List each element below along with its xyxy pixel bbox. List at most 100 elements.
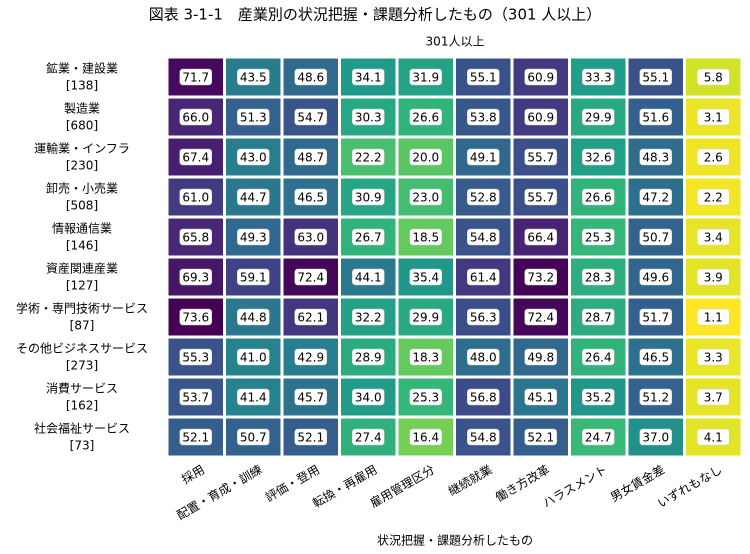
value-label: 46.5 — [297, 191, 324, 205]
value-label-box — [697, 388, 730, 406]
value-label-box — [467, 388, 500, 406]
value-label: 56.3 — [470, 311, 497, 325]
value-label-box — [582, 388, 615, 406]
value-label-box — [237, 68, 270, 86]
value-label-box — [409, 388, 442, 406]
value-label: 63.0 — [297, 231, 324, 245]
value-label: 35.2 — [585, 391, 612, 405]
value-label-box — [639, 268, 672, 286]
value-label-box — [582, 108, 615, 126]
column-label: ハラスメント — [540, 463, 609, 511]
value-label-box — [179, 228, 212, 246]
value-label-box — [639, 228, 672, 246]
value-label-box — [179, 308, 212, 326]
value-label-box — [697, 188, 730, 206]
value-label-box — [697, 148, 730, 166]
value-label-box — [467, 228, 500, 246]
value-label: 55.1 — [470, 71, 497, 85]
value-label: 44.8 — [240, 311, 267, 325]
value-label: 51.3 — [240, 111, 267, 125]
value-label-box — [409, 428, 442, 446]
value-label: 3.3 — [704, 351, 723, 365]
value-label-box — [582, 428, 615, 446]
value-label: 52.1 — [527, 431, 554, 445]
value-label: 62.1 — [297, 311, 324, 325]
heatmap-cell — [280, 335, 341, 379]
value-label: 52.1 — [182, 431, 209, 445]
value-label-box — [697, 108, 730, 126]
value-label-box — [697, 308, 730, 326]
value-label-box — [697, 68, 730, 86]
value-label: 3.4 — [704, 231, 723, 245]
value-label-box — [294, 388, 327, 406]
value-label-box — [639, 428, 672, 446]
value-label: 41.0 — [240, 351, 267, 365]
value-label: 51.2 — [642, 391, 669, 405]
value-label: 66.0 — [182, 111, 209, 125]
value-label: 52.8 — [470, 191, 497, 205]
value-label: 37.0 — [642, 431, 669, 445]
value-label-box — [294, 428, 327, 446]
value-label-box — [467, 348, 500, 366]
row-label: 鉱業・建設業 — [46, 61, 118, 76]
value-label: 32.2 — [355, 311, 382, 325]
value-label-box — [294, 308, 327, 326]
value-label-box — [524, 388, 557, 406]
value-label-box — [237, 428, 270, 446]
value-label: 55.7 — [527, 151, 554, 165]
row-count: [73] — [70, 439, 95, 453]
value-label-box — [524, 148, 557, 166]
value-label-box — [294, 148, 327, 166]
value-label: 66.4 — [527, 231, 554, 245]
value-label: 41.4 — [240, 391, 267, 405]
value-label: 3.9 — [704, 271, 723, 285]
value-label: 25.3 — [412, 391, 439, 405]
value-label: 2.6 — [704, 151, 723, 165]
value-label-box — [237, 388, 270, 406]
value-label: 50.7 — [240, 431, 267, 445]
value-label-box — [294, 228, 327, 246]
value-label: 26.7 — [355, 231, 382, 245]
value-label: 26.4 — [585, 351, 612, 365]
value-label: 3.7 — [704, 391, 723, 405]
value-label-box — [524, 188, 557, 206]
value-label-box — [352, 268, 385, 286]
value-label: 73.6 — [182, 311, 209, 325]
value-label: 73.2 — [527, 271, 554, 285]
value-label-box — [237, 268, 270, 286]
value-label: 60.9 — [527, 111, 554, 125]
value-label: 42.9 — [297, 351, 324, 365]
value-label: 34.1 — [355, 71, 382, 85]
value-label-box — [639, 188, 672, 206]
row-label: 社会福祉サービス — [34, 421, 130, 436]
value-label-box — [237, 348, 270, 366]
value-label: 18.5 — [412, 231, 439, 245]
value-label: 46.5 — [642, 351, 669, 365]
row-label: 消費サービス — [46, 381, 118, 396]
value-label-box — [237, 148, 270, 166]
value-label-box — [237, 308, 270, 326]
value-label: 18.3 — [412, 351, 439, 365]
value-label-box — [524, 268, 557, 286]
value-label-box — [582, 68, 615, 86]
value-label: 61.4 — [470, 271, 497, 285]
column-label: 雇用管理区分 — [367, 462, 437, 511]
value-label-box — [352, 308, 385, 326]
value-label: 3.1 — [704, 111, 723, 125]
value-label-box — [179, 268, 212, 286]
value-label-box — [582, 148, 615, 166]
row-count: [273] — [66, 359, 98, 373]
value-label-box — [697, 268, 730, 286]
value-label: 20.0 — [412, 151, 439, 165]
value-label-box — [582, 348, 615, 366]
value-label-box — [524, 68, 557, 86]
value-label: 48.3 — [642, 151, 669, 165]
value-label-box — [352, 228, 385, 246]
value-label: 51.7 — [642, 311, 669, 325]
value-label: 55.7 — [527, 191, 554, 205]
value-label: 54.8 — [470, 431, 497, 445]
value-label: 43.0 — [240, 151, 267, 165]
value-label: 30.3 — [355, 111, 382, 125]
value-label-box — [237, 228, 270, 246]
